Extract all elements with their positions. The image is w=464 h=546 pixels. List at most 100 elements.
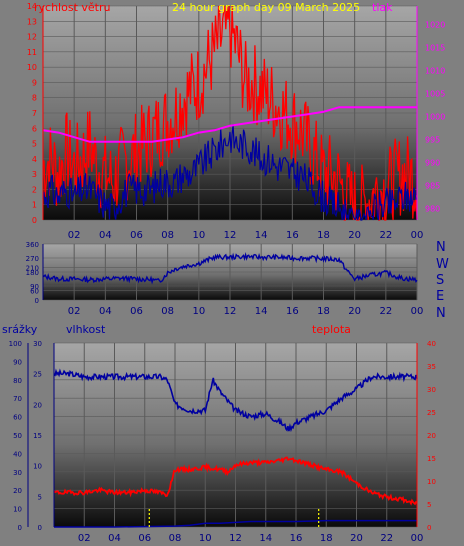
rain-label: srážky: [2, 323, 38, 336]
rain-y-tick-label: 80: [13, 377, 22, 385]
wind-y-tick-label: 4: [32, 155, 37, 164]
direction-x-tick-label: 04: [99, 306, 112, 317]
direction-x-tick-label: 08: [161, 306, 174, 317]
wind-y-tick-label: 10: [27, 63, 37, 72]
thp-x-tick-label: 16: [290, 533, 303, 544]
direction-x-tick-label: 16: [286, 306, 299, 317]
direction-x-tick-label: 20: [348, 306, 361, 317]
pressure-line: [42, 106, 417, 143]
compass-letter-n-bottom: N: [436, 306, 446, 321]
direction-x-tick-label: 02: [68, 306, 81, 317]
thp-x-tick-label: 18: [320, 533, 333, 544]
rain-y-tick-label: 70: [13, 395, 22, 403]
rain-line: [54, 519, 417, 528]
thp-x-tick-label: 08: [169, 533, 182, 544]
rain-y-tick-label: 10: [13, 506, 22, 514]
thp-x-tick-label: 14: [259, 533, 272, 544]
pressure-y-tick-label: 1000: [425, 112, 445, 121]
rain-y-tick-label: 100: [9, 340, 22, 348]
direction-x-tick-label: 00: [411, 306, 424, 317]
temperature-y-tick-label: 40: [427, 340, 436, 348]
pressure-label: tlak: [372, 1, 393, 14]
pressure-y-tick-label: 995: [425, 135, 440, 144]
wind-y-tick-label: 3: [32, 170, 37, 179]
wind-x-tick-label: 16: [286, 230, 299, 241]
wind-x-tick-label: 04: [99, 230, 112, 241]
compass-letter-n-top: N: [436, 240, 446, 255]
wind-y-tick-label: 9: [32, 78, 37, 87]
wind-speed-label: rychlost větru: [34, 1, 110, 14]
wind-y-tick-label: 2: [32, 185, 37, 194]
thp-x-tick-label: 00: [411, 533, 424, 544]
wind-direction-line: [42, 252, 418, 285]
humidity-y-tick-label: 5: [38, 493, 42, 501]
direction-x-tick-label: 14: [255, 306, 268, 317]
wind-x-tick-label: 10: [192, 230, 205, 241]
humidity-y-tick-label: 0: [38, 524, 42, 532]
temperature-line: [53, 456, 418, 506]
humidity-y-tick-label: 10: [33, 463, 42, 471]
rain-y-tick-label: 50: [13, 432, 22, 440]
rain-y-tick-label: 20: [13, 487, 22, 495]
direction-y-tick-label: 60: [30, 288, 39, 296]
wind-x-tick-label: 20: [348, 230, 361, 241]
wind-y-tick-label: 7: [32, 109, 37, 118]
thp-x-tick-label: 20: [350, 533, 363, 544]
temperature-y-tick-label: 35: [427, 363, 436, 371]
wind-y-tick-label: 5: [32, 140, 37, 149]
wind-x-tick-label: 06: [130, 230, 143, 241]
direction-y-tick-label: 270: [26, 255, 39, 263]
direction-y-tick-label: 90: [30, 283, 39, 291]
wind-y-tick-label: 0: [32, 216, 37, 225]
temperature-y-tick-label: 30: [427, 386, 436, 394]
wind-average-line: [42, 124, 418, 221]
wind-x-tick-label: 02: [68, 230, 81, 241]
direction-y-tick-label: 210: [26, 264, 39, 272]
humidity-y-tick-label: 15: [33, 432, 42, 440]
temperature-y-tick-label: 20: [427, 432, 436, 440]
humidity-line: [53, 368, 418, 433]
compass-letter-e: E: [436, 289, 444, 304]
direction-x-tick-label: 12: [224, 306, 237, 317]
wind-x-tick-label: 00: [411, 230, 424, 241]
thp-x-tick-label: 10: [199, 533, 212, 544]
temperature-label: teplota: [312, 323, 351, 336]
pressure-y-tick-label: 1020: [425, 20, 445, 29]
rain-y-tick-label: 90: [13, 358, 22, 366]
compass-letter-s: S: [436, 273, 444, 288]
thp-x-tick-label: 12: [229, 533, 242, 544]
direction-x-tick-label: 10: [192, 306, 205, 317]
compass-letter-w: W: [436, 257, 449, 272]
humidity-y-tick-label: 25: [33, 371, 42, 379]
humidity-y-tick-label: 20: [33, 401, 42, 409]
rain-y-tick-label: 30: [13, 469, 22, 477]
pressure-y-tick-label: 1015: [425, 43, 445, 52]
direction-y-tick-label: 0: [35, 297, 39, 305]
thp-x-tick-label: 06: [138, 533, 151, 544]
rain-y-tick-label: 40: [13, 450, 22, 458]
pressure-y-tick-label: 980: [425, 204, 440, 213]
wind-x-tick-label: 14: [255, 230, 268, 241]
rain-y-tick-label: 60: [13, 414, 22, 422]
pressure-y-tick-label: 990: [425, 158, 440, 167]
rain-y-tick-label: 0: [18, 524, 22, 532]
wind-x-tick-label: 12: [224, 230, 237, 241]
wind-y-tick-label: 13: [27, 17, 37, 26]
direction-y-tick-label: 360: [26, 241, 39, 249]
thp-x-tick-label: 22: [380, 533, 393, 544]
temperature-y-tick-label: 5: [427, 501, 431, 509]
temperature-y-tick-label: 0: [427, 524, 431, 532]
direction-x-tick-label: 06: [130, 306, 143, 317]
humidity-y-tick-label: 30: [33, 340, 42, 348]
wind-x-tick-label: 22: [379, 230, 392, 241]
wind-y-tick-label: 14: [27, 2, 37, 11]
temperature-y-tick-label: 10: [427, 478, 436, 486]
direction-x-tick-label: 18: [317, 306, 330, 317]
wind-y-tick-label: 6: [32, 124, 37, 133]
temperature-y-tick-label: 25: [427, 409, 436, 417]
wind-y-tick-label: 11: [27, 48, 37, 57]
wind-y-tick-label: 12: [27, 33, 37, 42]
wind-x-tick-label: 18: [317, 230, 330, 241]
humidity-label: vlhkost: [66, 323, 106, 336]
